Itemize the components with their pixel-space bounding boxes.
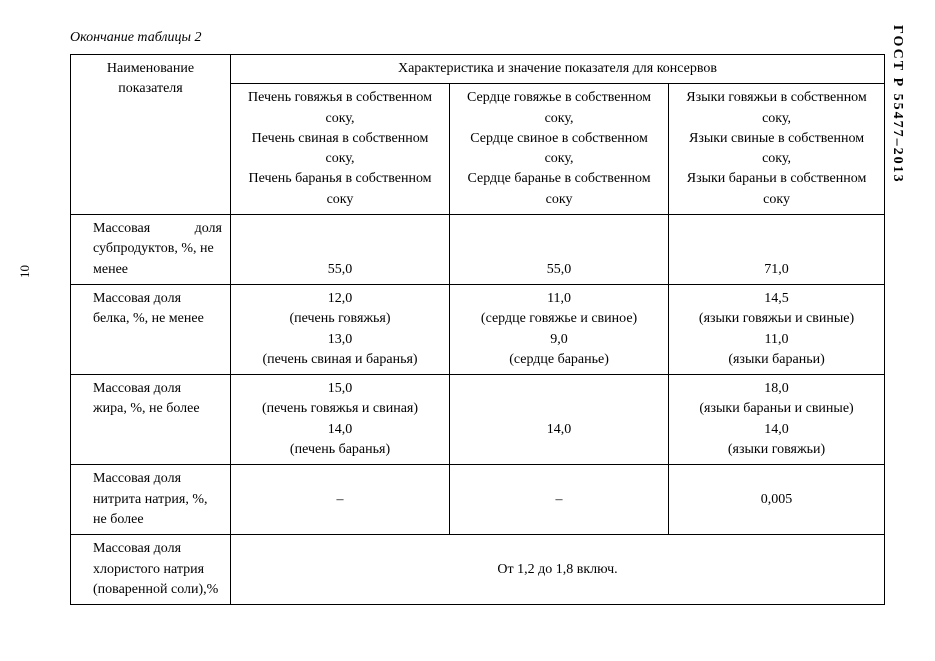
header-col-1: Печень говяжья в собственном соку,Печень… <box>231 84 450 215</box>
standards-table: Наименование показателя Характеристика и… <box>70 54 885 605</box>
value-cell: – <box>450 465 669 535</box>
value-cell: 14,0 <box>450 375 669 465</box>
page-number: 10 <box>17 265 33 278</box>
value-cell: 11,0(сердце говяжье и свиное)9,0(сердце … <box>450 284 669 374</box>
row-label: Массовая доляжира, %, не более <box>71 375 231 465</box>
row-label: Массовая доляхлористого натрия(поваренно… <box>71 535 231 605</box>
table-row: Массовая доляжира, %, не более15,0(печен… <box>71 375 885 465</box>
value-cell: – <box>231 465 450 535</box>
gost-code: ГОСТ Р 55477–2013 <box>889 25 905 184</box>
row-label: Массовая долянитрита натрия, %,не более <box>71 465 231 535</box>
row-label: Массовая долясубпродуктов, %, неменее <box>71 215 231 285</box>
header-group: Характеристика и значение показателя для… <box>231 55 885 84</box>
header-col-2: Сердце говяжье в собственном соку,Сердце… <box>450 84 669 215</box>
value-cell: 15,0(печень говяжья и свиная)14,0(печень… <box>231 375 450 465</box>
table-row: Массовая долясубпродуктов, %, неменее55,… <box>71 215 885 285</box>
value-cell: 0,005 <box>669 465 885 535</box>
table-row: Массовая долябелка, %, не менее12,0(пече… <box>71 284 885 374</box>
table-row: Массовая доляхлористого натрия(поваренно… <box>71 535 885 605</box>
value-cell: 55,0 <box>450 215 669 285</box>
value-cell: 12,0(печень говяжья)13,0(печень свиная и… <box>231 284 450 374</box>
value-cell: 55,0 <box>231 215 450 285</box>
value-cell: 18,0(языки бараньи и свиные)14,0(языки г… <box>669 375 885 465</box>
value-cell: 14,5(языки говяжьи и свиные)11,0(языки б… <box>669 284 885 374</box>
header-param: Наименование показателя <box>71 55 231 215</box>
table-row: Массовая долянитрита натрия, %,не более–… <box>71 465 885 535</box>
merged-value-cell: От 1,2 до 1,8 включ. <box>231 535 885 605</box>
value-cell: 71,0 <box>669 215 885 285</box>
table-caption: Окончание таблицы 2 <box>70 30 885 46</box>
header-col-3: Языки говяжьи в собственном соку,Языки с… <box>669 84 885 215</box>
row-label: Массовая долябелка, %, не менее <box>71 284 231 374</box>
